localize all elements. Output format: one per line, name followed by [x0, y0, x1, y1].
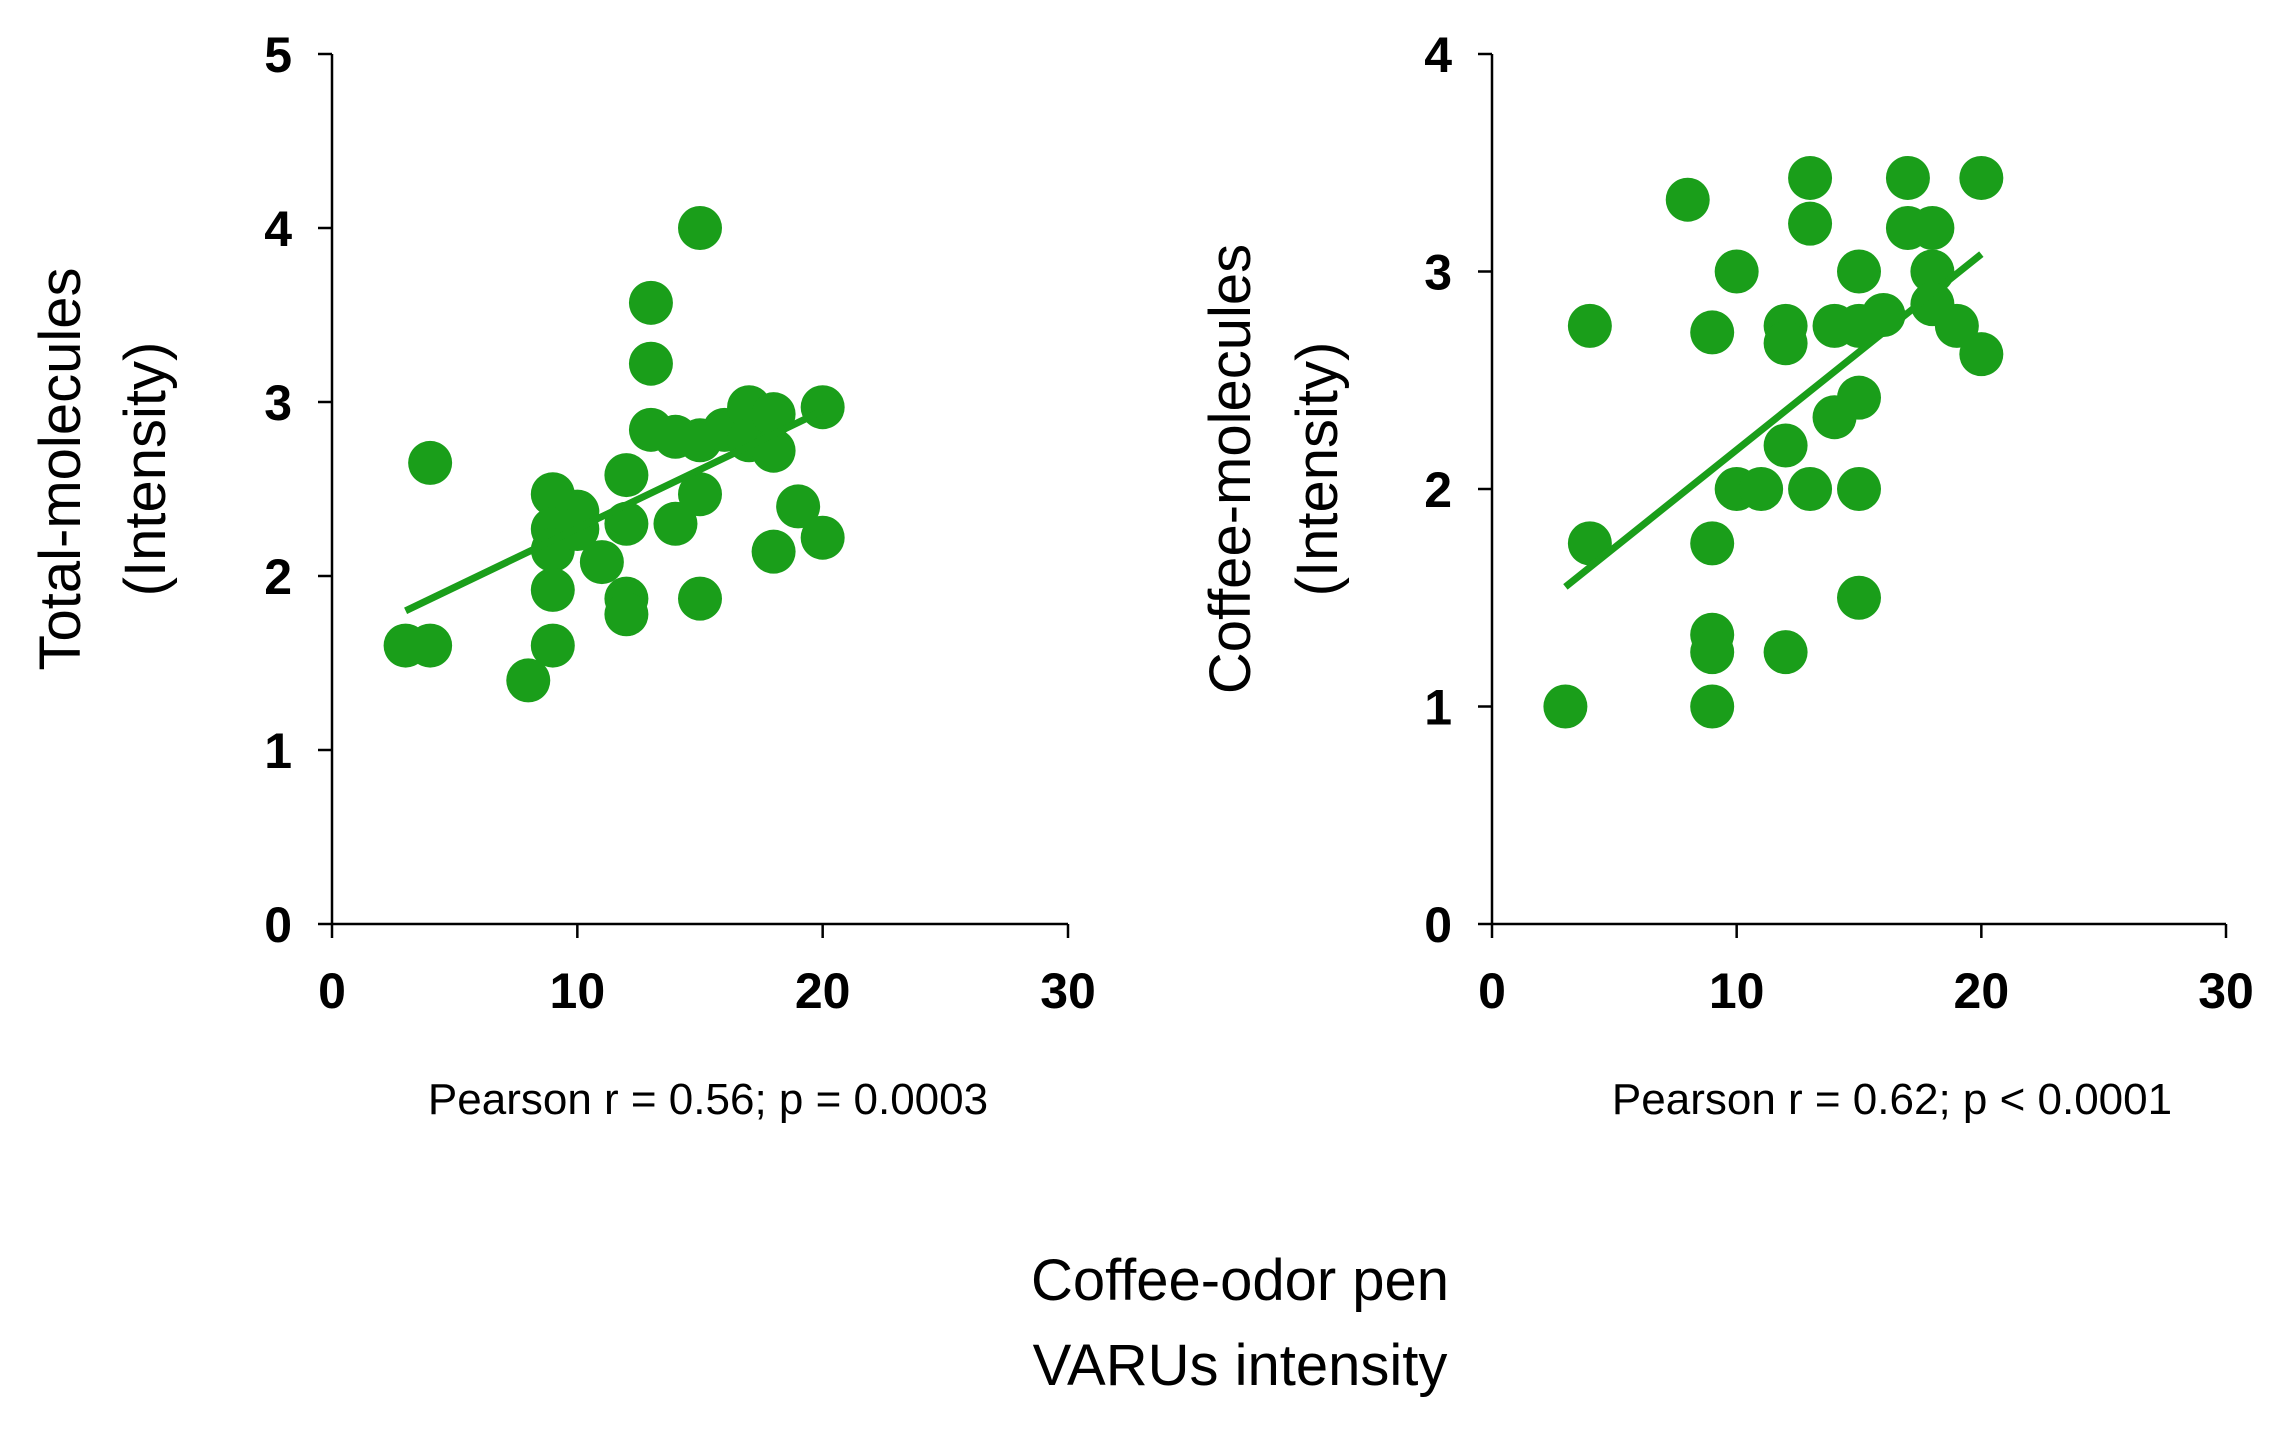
data-point	[678, 206, 722, 250]
data-point	[604, 453, 649, 498]
y-tick-label: 1	[264, 723, 292, 779]
data-point	[1739, 467, 1784, 511]
data-point	[1690, 310, 1735, 355]
data-point	[751, 529, 796, 574]
data-point	[604, 592, 649, 637]
data-point	[530, 623, 575, 668]
data-point	[1690, 630, 1735, 675]
data-point	[800, 515, 845, 560]
data-point	[1690, 684, 1735, 729]
x-tick-label: 10	[1709, 963, 1765, 1019]
x-tick-label: 0	[1478, 963, 1506, 1019]
x-tick-label: 0	[318, 963, 346, 1019]
y-tick-label: 3	[264, 375, 292, 431]
data-point	[1567, 303, 1612, 348]
x-tick-label: 30	[2198, 963, 2254, 1019]
data-point	[1959, 332, 2004, 377]
y-tick-label: 2	[1424, 462, 1452, 518]
data-point	[1763, 321, 1808, 366]
x-tick-label: 20	[795, 963, 851, 1019]
data-point	[1714, 249, 1759, 294]
data-point	[653, 501, 698, 546]
data-point	[1837, 375, 1881, 420]
y-axis-label: Coffee-molecules	[1198, 244, 1263, 694]
shared-x-axis-label-line1: Coffee-odor pen	[1031, 1248, 1449, 1313]
shared-x-axis-label-line2: VARUs intensity	[1033, 1333, 1448, 1398]
y-axis-label: (Intensity)	[1285, 342, 1350, 597]
data-point	[408, 440, 453, 485]
y-tick-label: 5	[264, 27, 292, 83]
pearson-stat-text: Pearson r = 0.62; p < 0.0001	[1612, 1075, 2172, 1124]
data-point	[678, 576, 722, 621]
y-tick-label: 4	[1424, 27, 1452, 83]
y-tick-label: 4	[264, 201, 292, 257]
data-point	[408, 623, 453, 668]
data-point	[678, 472, 722, 517]
regression-line	[1563, 251, 1984, 590]
data-point	[1788, 155, 1833, 200]
data-point	[1763, 423, 1808, 468]
data-point	[776, 484, 821, 529]
data-point	[1788, 201, 1833, 246]
y-axis-label: (Intensity)	[113, 342, 178, 597]
y-tick-label: 3	[1424, 245, 1452, 301]
data-point	[530, 567, 575, 612]
data-point	[1788, 467, 1833, 511]
y-axis-label: Total-molecules	[28, 268, 93, 671]
data-point	[1763, 630, 1808, 675]
data-point	[1543, 684, 1588, 729]
data-point	[1665, 177, 1710, 222]
data-point	[1910, 206, 1955, 250]
pearson-stat-text: Pearson r = 0.56; p = 0.0003	[428, 1075, 988, 1124]
x-tick-label: 30	[1040, 963, 1096, 1019]
data-point	[1837, 575, 1881, 620]
data-point	[628, 280, 673, 325]
data-point	[579, 540, 624, 585]
x-tick-label: 20	[1954, 963, 2010, 1019]
right-scatter-plot: 0 1 2 3 4 0 10 20 30 Coffee-molecules (Intensity) P…	[1198, 27, 2254, 1124]
regression-line	[404, 407, 825, 614]
data-point	[1837, 249, 1881, 294]
data-point	[1690, 521, 1735, 566]
x-tick-label: 10	[550, 963, 606, 1019]
y-tick-label: 0	[264, 897, 292, 953]
y-tick-label: 0	[1424, 897, 1452, 953]
left-scatter-plot: 0 1 2 3 4 5 0 10 20 30 Total-molecules (Intensity) P…	[28, 27, 1096, 1124]
y-tick-label: 1	[1424, 680, 1452, 736]
data-point	[1959, 155, 2004, 200]
data-point	[628, 341, 673, 386]
data-point	[1885, 155, 1930, 200]
data-point	[506, 658, 551, 703]
data-point	[800, 385, 845, 430]
y-tick-label: 2	[264, 549, 292, 605]
data-point	[1837, 467, 1881, 511]
